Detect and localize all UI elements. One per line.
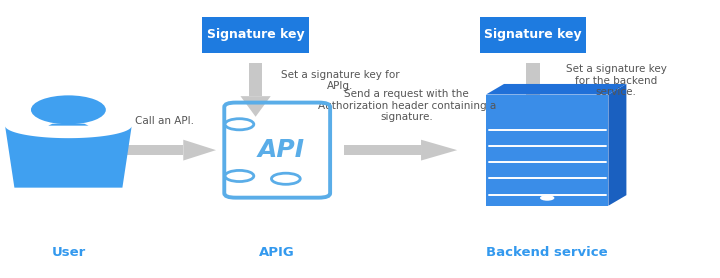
Polygon shape [114, 145, 184, 155]
Text: Backend service: Backend service [487, 247, 608, 259]
Circle shape [225, 170, 254, 182]
Text: Set a signature key
for the backend
service.: Set a signature key for the backend serv… [566, 64, 667, 97]
FancyBboxPatch shape [202, 17, 309, 53]
Polygon shape [5, 126, 132, 188]
FancyBboxPatch shape [480, 17, 586, 53]
Text: Call an API.: Call an API. [135, 116, 194, 126]
Text: APIG: APIG [259, 247, 295, 259]
Text: User: User [51, 247, 86, 259]
Polygon shape [486, 95, 608, 206]
Text: Send a request with the
Authorization header containing a
signature.: Send a request with the Authorization he… [318, 89, 496, 122]
Polygon shape [48, 124, 89, 126]
Polygon shape [486, 84, 626, 95]
Circle shape [540, 195, 554, 201]
Polygon shape [518, 96, 548, 117]
Polygon shape [249, 63, 262, 96]
Text: API: API [258, 138, 305, 162]
Text: Signature key: Signature key [484, 28, 582, 41]
Circle shape [225, 119, 254, 130]
Polygon shape [608, 84, 626, 206]
Circle shape [271, 173, 300, 184]
Polygon shape [526, 63, 539, 96]
Text: Set a signature key for
APIg.: Set a signature key for APIg. [281, 70, 399, 91]
Text: Signature key: Signature key [207, 28, 305, 41]
Polygon shape [240, 96, 271, 117]
Circle shape [31, 95, 106, 124]
Polygon shape [421, 140, 457, 160]
Polygon shape [184, 140, 216, 160]
Polygon shape [344, 145, 421, 155]
